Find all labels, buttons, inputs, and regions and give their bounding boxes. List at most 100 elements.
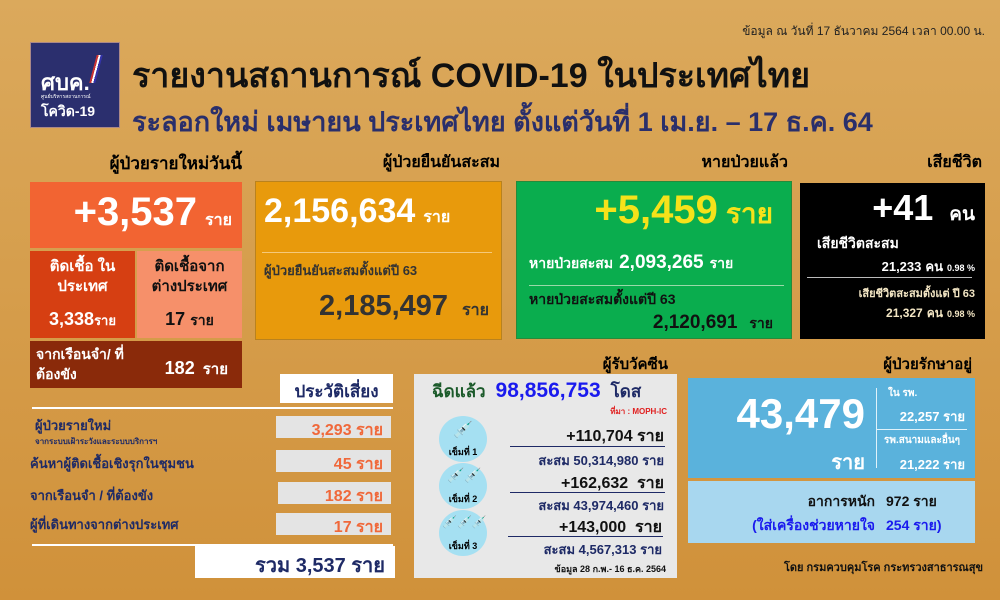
dose1-cum: สะสม 50,314,980 ราย: [538, 453, 664, 468]
risk-value: 45 ราย: [276, 450, 391, 473]
hospital-total: 43,479: [736, 390, 865, 437]
hospital-card: 43,479 ราย ใน รพ. 22,257 ราย รพ.สนามและอ…: [688, 378, 975, 478]
logo-name: โควิด-19: [41, 103, 96, 119]
dose2-badge: 💉💉 เข็มที่ 2: [439, 463, 487, 509]
deaths-cum: 21,233: [881, 259, 922, 274]
recovered-today: +5,459: [594, 188, 718, 232]
logo-sub: ศูนย์บริหารสถานการณ์: [41, 94, 91, 100]
divider: [876, 388, 877, 468]
divider: [510, 446, 665, 447]
domestic-label: ติดเชื้อ ในประเทศ: [49, 258, 116, 295]
syringe-icon: 💉💉💉: [442, 515, 487, 529]
vaccine-note: ข้อมูล 28 ก.พ.- 16 ธ.ค. 2564: [554, 564, 666, 574]
hospital-heading: ผู้ป่วยรักษาอยู่: [883, 356, 972, 373]
confirmed-card: 2,156,634 ราย ผู้ป่วยยืนยันสะสมตั้งแต่ปี…: [255, 181, 502, 340]
divider: [508, 536, 663, 537]
unit: ราย: [190, 312, 214, 328]
confirmed-since63: 2,185,497: [319, 290, 449, 322]
recovered-cum: 2,093,265: [619, 252, 704, 273]
in-hosp-label: ใน รพ.: [888, 388, 918, 399]
unit: ราย: [423, 209, 451, 226]
prison-value: 182: [164, 358, 195, 378]
deaths-heading: เสียชีวิต: [927, 154, 982, 171]
report-date: ข้อมูล ณ วันที่ 17 ธันวาคม 2564 เวลา 00.…: [742, 24, 985, 38]
risk-label: ผู้ป่วยรายใหม่: [35, 418, 112, 433]
domestic-card: ติดเชื้อ ในประเทศ 3,338ราย: [30, 251, 135, 338]
field-label: รพ.สนามและอื่นๆ: [884, 435, 961, 446]
unit: ราย: [202, 361, 228, 378]
flag-icon: [89, 55, 103, 83]
unit: คน: [926, 306, 943, 320]
logo-main: ศบค.: [41, 70, 90, 95]
severe-label: อาการหนัก: [807, 493, 875, 509]
divider: [529, 285, 784, 286]
unit: ราย: [831, 452, 865, 474]
divider: [877, 429, 967, 430]
ventilator-label: (ใส่เครื่องช่วยหายใจ: [752, 517, 875, 533]
deaths-cum-pct: 0.98 %: [946, 263, 975, 273]
dose3-cum: สะสม 4,567,313 ราย: [543, 542, 662, 557]
confirmed-total: 2,156,634: [264, 192, 416, 230]
divider: [32, 544, 393, 546]
deaths-card: +41 คน เสียชีวิตสะสม 21,233 คน 0.98 % เส…: [800, 183, 985, 339]
footer-source: โดย กรมควบคุมโรค กระทรวงสาธารณสุข: [783, 562, 983, 574]
unit: โดส: [610, 382, 642, 401]
page-subtitle: ระลอกใหม่ เมษายน ประเทศไทย ตั้งแต่วันที่…: [132, 107, 873, 137]
prison-card: จากเรือนจำ/ ที่ต้องขัง 182 ราย: [30, 341, 242, 388]
vaccine-total: 98,856,753: [495, 379, 601, 402]
unit: คน: [949, 204, 975, 225]
risk-label: ค้นหาผู้ติดเชื้อเชิงรุกในชุมชน: [30, 456, 194, 471]
dose-label: เข็มที่ 2: [448, 494, 478, 504]
recovered-since63-label: หายป่วยสะสมตั้งแต่ปี 63: [529, 291, 676, 307]
in-hosp-value: 22,257 ราย: [899, 409, 965, 424]
vaccine-panel: ฉีดแล้ว 98,856,753 โดส ที่มา : MOPH-IC 💉…: [414, 374, 677, 578]
unit: ราย: [709, 255, 734, 271]
imported-value: 17: [165, 309, 186, 329]
divider: [32, 407, 393, 409]
severe-value: 972 ราย: [886, 493, 937, 509]
risk-sublabel: จากระบบเฝ้าระวังและระบบบริการฯ: [35, 437, 158, 446]
confirmed-heading: ผู้ป่วยยืนยันสะสม: [382, 154, 500, 171]
unit: ราย: [94, 313, 116, 328]
dose1-badge: 💉 เข็มที่ 1: [439, 416, 487, 462]
prison-label: จากเรือนจำ/ ที่ต้องขัง: [36, 346, 124, 382]
new-cases-total: +3,537: [73, 190, 198, 234]
divider: [262, 252, 492, 253]
divider: [510, 492, 665, 493]
unit: ราย: [725, 198, 773, 229]
deaths-cum-label: เสียชีวิตสะสม: [817, 235, 899, 251]
risk-value: 3,293 ราย: [276, 416, 391, 439]
recovered-since63: 2,120,691: [652, 312, 738, 333]
vaccine-source: ที่มา : MOPH-IC: [610, 407, 667, 416]
divider: [807, 277, 972, 278]
severe-card: อาการหนัก 972 ราย 254 ราย) (ใส่เครื่องช่…: [688, 481, 975, 543]
page-title: รายงานสถานการณ์ COVID-19 ในประเทศไทย: [132, 57, 811, 95]
unit: ราย: [462, 302, 489, 319]
dose3-today: +143,000 ราย: [558, 519, 662, 536]
risk-total: รวม 3,537 ราย: [195, 546, 395, 578]
recovered-cum-label: หายป่วยสะสม: [529, 255, 614, 271]
risk-label: จากเรือนจำ / ที่ต้องขัง: [30, 488, 154, 503]
syringe-icon: 💉💉: [447, 467, 482, 483]
deaths-since63-pct: 0.98 %: [946, 309, 975, 319]
dose3-badge: 💉💉💉 เข็มที่ 3: [439, 510, 487, 556]
vaccine-heading: ผู้รับวัคซีน: [602, 356, 668, 373]
dose-label: เข็มที่ 3: [448, 541, 478, 551]
confirmed-since63-label: ผู้ป่วยยืนยันสะสมตั้งแต่ปี 63: [264, 263, 418, 278]
risk-value: 17 ราย: [276, 513, 391, 536]
domestic-value: 3,338: [49, 309, 95, 329]
dose2-today: +162,632 ราย: [560, 475, 664, 492]
imported-label: ติดเชื้อจาก ต่างประเทศ: [151, 258, 228, 295]
vaccine-label: ฉีดแล้ว: [432, 382, 486, 401]
cca-logo: ศบค. ศูนย์บริหารสถานการณ์ โควิด-19: [30, 42, 120, 128]
new-cases-total-card: +3,537 ราย: [30, 182, 242, 248]
deaths-today: +41: [872, 187, 934, 228]
unit: ราย: [749, 315, 773, 331]
dose2-cum: สะสม 43,974,460 ราย: [538, 498, 664, 513]
risk-value: 182 ราย: [278, 482, 391, 505]
recovered-card: +5,459 ราย หายป่วยสะสม 2,093,265 ราย หาย…: [516, 181, 792, 339]
deaths-since63-label: เสียชีวิตสะสมตั้งแต่ ปี 63: [858, 288, 975, 300]
ventilator-value: 254 ราย): [886, 517, 942, 533]
unit: คน: [925, 259, 943, 274]
imported-card: ติดเชื้อจาก ต่างประเทศ 17 ราย: [137, 251, 242, 338]
